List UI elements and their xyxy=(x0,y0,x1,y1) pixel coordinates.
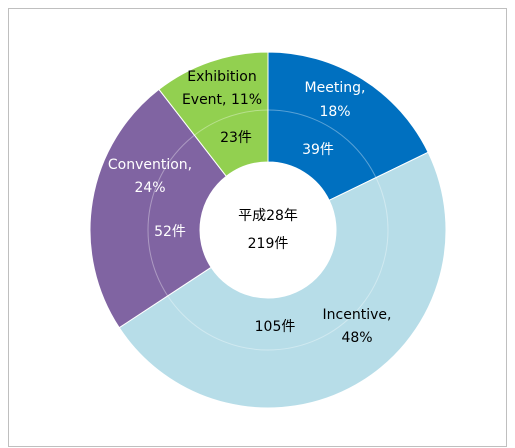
slice-label: 24% xyxy=(134,180,165,196)
slice xyxy=(158,51,269,177)
value-label: 52件 xyxy=(154,224,186,240)
slice-label: 18% xyxy=(319,104,350,120)
center-label: 平成28年 xyxy=(238,208,298,224)
slice-label: Convention, xyxy=(108,157,192,173)
donut-hole xyxy=(200,162,336,298)
slice-label: 48% xyxy=(341,330,372,346)
inner-ring xyxy=(147,109,389,351)
value-label: 23件 xyxy=(220,130,252,146)
slice-label: Incentive, xyxy=(323,307,392,323)
slice-label: Event, 11% xyxy=(182,92,262,108)
slice-label: Meeting, xyxy=(305,80,366,96)
total-label: 219件 xyxy=(248,236,289,252)
slice-label: Exhibition xyxy=(187,69,257,85)
value-label: 39件 xyxy=(302,142,334,158)
value-label: 105件 xyxy=(255,319,296,335)
